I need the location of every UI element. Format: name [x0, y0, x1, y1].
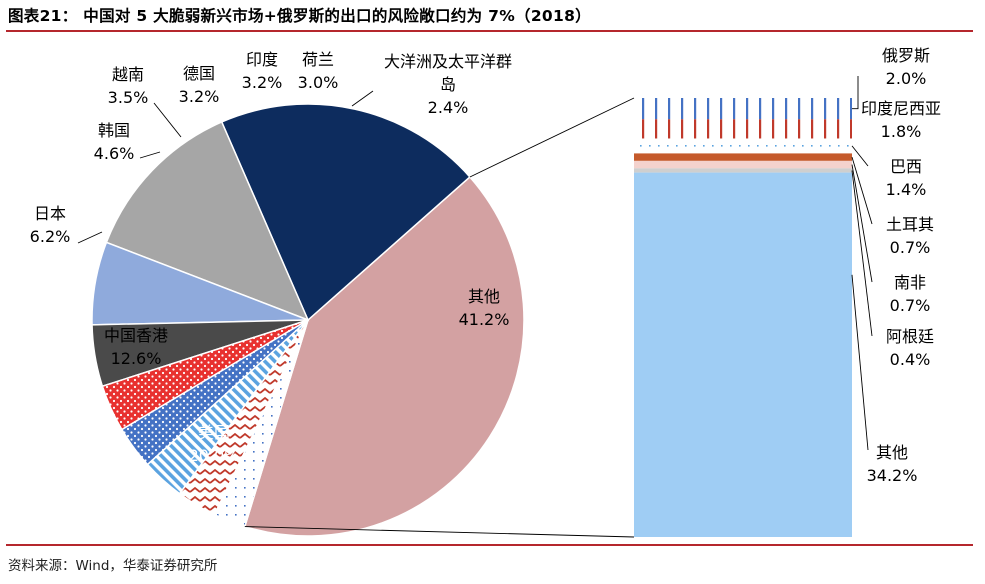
stacked-bar: [244, 97, 852, 538]
connector-line-top: [469, 97, 635, 178]
source-note: 资料来源：Wind，华泰证券研究所: [8, 558, 218, 574]
bar-leader-line-0: [852, 76, 859, 110]
bar-leader-line-3: [851, 156, 873, 225]
pie-label-e5a4a7e6b48be6b4b2e58f8ae5a4aae5b9b3e6b48be7bea4e5b29b-9: 大洋洲及太平洋群岛 2.4%: [384, 52, 512, 117]
bar-label-e58d97e99d9e-4: 南非 0.7%: [890, 273, 931, 315]
bar-segment-e58d97e99d9e-4: [634, 160, 852, 169]
pie-label-e697a5e69cac-3: 日本 6.2%: [30, 204, 71, 246]
bar-leader-line-4: [851, 164, 873, 283]
pie-label-e99fa9e59bbd-4: 韩国 4.6%: [94, 121, 135, 163]
bar-leader-line-6: [851, 274, 869, 451]
bar-label-e4bf84e7bd97e696af-0: 俄罗斯 2.0%: [882, 46, 930, 88]
pie-leader-line-3: [77, 231, 103, 244]
bar-leader-line-2: [851, 145, 869, 167]
bar-label-e5b7b4e8a5bf-2: 巴西 1.4%: [886, 157, 927, 199]
source-rule: [6, 544, 973, 546]
connector-line-bottom: [244, 526, 635, 538]
bar-segment-e4bf84e7bd97e696af-0: [634, 98, 852, 120]
bar-segment-e998bfe6a0b9e5bbb7-5: [634, 168, 852, 173]
labels: 其他 41.2% 美国 20.0% 中国香港 12.6% 日本 6.2% 韩国 4.6% 越南 3.5…: [30, 46, 941, 485]
pie-slice-e7be8ee59bbd-1: [220, 103, 471, 322]
pie-label-e58db0e5baa6-7: 印度 3.2%: [242, 50, 283, 92]
pie-slice-e585b6e4bb96-0: [243, 175, 525, 537]
bar-leader-line-5: [851, 170, 873, 337]
title-rule: [6, 30, 973, 32]
bar-label-e59c9fe880b3e585b6-3: 土耳其 0.7%: [886, 215, 934, 257]
bar-segment-e585b6e4bb96-6: [634, 172, 852, 537]
pie-label-e7be8ee59bbd-1: 美国 20.0%: [189, 423, 240, 465]
bar-label-e998bfe6a0b9e5bbb7-5: 阿根廷 0.4%: [886, 327, 934, 369]
pie-slice-e4b8ade59bbde9a699e6b8af-2: [105, 120, 310, 322]
pie-leader-line-9: [351, 90, 374, 107]
bar-segment-e59c9fe880b3e585b6-3: [634, 153, 852, 161]
pie-leader-line-5: [153, 102, 182, 138]
pie-label-e5beb7e59bbd-6: 德国 3.2%: [179, 64, 220, 106]
pie-label-e585b6e4bb96-0: 其他 41.2%: [459, 287, 510, 329]
pie-leader-line-4: [139, 151, 161, 159]
pie-label-e4b8ade59bbde9a699e6b8af-2: 中国香港 12.6%: [104, 326, 168, 368]
pie-label-e8b68ae58d97-5: 越南 3.5%: [108, 65, 149, 107]
bar-label-e585b6e4bb96-6: 其他 34.2%: [867, 443, 918, 485]
bar-label-e58db0e5baa6e5b0bce8a5bfe4ba9a-1: 印度尼西亚 1.8%: [861, 99, 941, 141]
chart-title: 图表21： 中国对 5 大脆弱新兴市场+俄罗斯的出口的风险敞口约为 7%（201…: [8, 7, 591, 25]
bar-segment-e5b7b4e8a5bf-2: [634, 138, 852, 154]
pie-label-e88db7e585b0-8: 荷兰 3.0%: [298, 50, 339, 92]
bar-segment-e58db0e5baa6e5b0bce8a5bfe4ba9a-1: [634, 119, 852, 139]
